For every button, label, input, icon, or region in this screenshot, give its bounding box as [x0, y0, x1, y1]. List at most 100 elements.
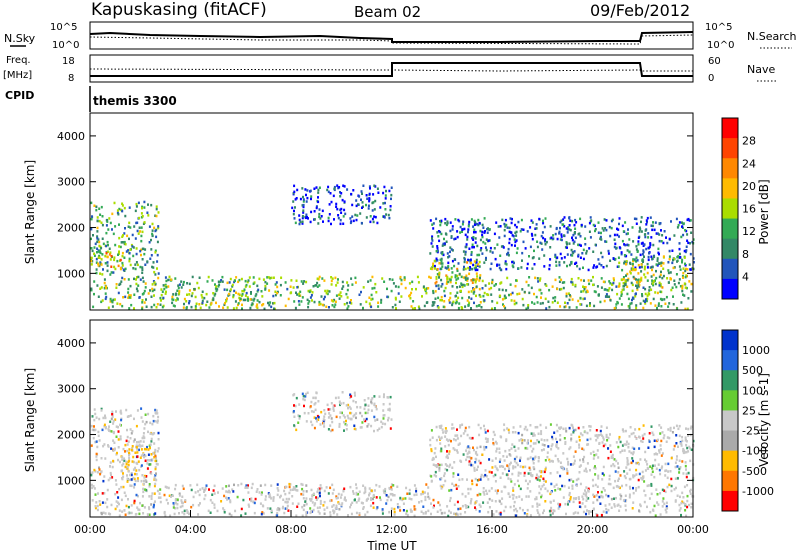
scatter-cell: [499, 282, 502, 285]
scatter-cell: [526, 262, 529, 266]
scatter-cell: [512, 426, 515, 429]
scatter-cell: [276, 291, 279, 295]
scatter-cell: [602, 229, 605, 232]
scatter-cell: [143, 455, 145, 459]
scatter-cell: [113, 256, 116, 259]
scatter-cell: [620, 294, 623, 297]
scatter-cell: [439, 484, 442, 488]
scatter-cell: [549, 513, 552, 517]
scatter-cell: [452, 300, 455, 304]
scatter-cell: [571, 238, 574, 242]
scatter-cell: [676, 260, 678, 263]
scatter-cell: [322, 220, 324, 223]
scatter-cell: [632, 275, 635, 279]
scatter-cell: [113, 201, 116, 205]
scatter-cell: [163, 493, 166, 497]
scatter-cell: [554, 489, 557, 492]
scatter-cell: [604, 227, 607, 230]
scatter-cell: [529, 226, 532, 229]
scatter-cell: [482, 487, 485, 490]
scatter-cell: [592, 250, 595, 253]
scatter-cell: [674, 500, 677, 503]
scatter-cell: [411, 288, 413, 291]
scatter-cell: [305, 420, 308, 423]
scatter-cell: [449, 499, 451, 503]
scatter-cell: [342, 490, 345, 493]
scatter-cell: [186, 293, 188, 296]
scatter-cell: [678, 242, 681, 245]
scatter-cell: [124, 295, 127, 299]
scatter-cell: [654, 282, 657, 286]
scatter-cell: [327, 492, 330, 495]
scatter-cell: [461, 504, 464, 508]
scatter-cell: [641, 470, 644, 474]
scatter-cell: [368, 192, 371, 196]
scatter-cell: [483, 231, 486, 234]
scatter-cell: [253, 297, 256, 301]
scatter-cell: [567, 500, 570, 504]
scatter-cell: [411, 307, 414, 310]
scatter-cell: [664, 508, 667, 512]
scatter-cell: [101, 428, 104, 432]
scatter-cell: [96, 445, 99, 449]
scatter-cell: [461, 285, 464, 289]
scatter-cell: [302, 203, 305, 207]
scatter-cell: [333, 187, 336, 191]
colorbar-swatch: [722, 490, 738, 512]
scatter-cell: [461, 228, 464, 231]
scatter-cell: [474, 281, 477, 284]
scatter-cell: [342, 215, 345, 218]
scatter-cell: [542, 221, 545, 225]
scatter-cell: [318, 275, 321, 279]
scatter-cell: [310, 488, 313, 492]
scatter-cell: [151, 222, 154, 226]
scatter-cell: [266, 282, 269, 285]
scatter-cell: [491, 466, 494, 469]
scatter-cell: [96, 284, 99, 287]
scatter-cell: [544, 487, 547, 490]
scatter-cell: [624, 429, 627, 433]
scatter-cell: [115, 425, 118, 428]
scatter-cell: [504, 225, 507, 228]
scatter-cell: [653, 453, 656, 456]
scatter-cell: [504, 449, 507, 453]
scatter-cell: [96, 219, 99, 223]
scatter-cell: [689, 268, 692, 271]
scatter-cell: [434, 290, 437, 293]
scatter-cell: [661, 500, 664, 503]
scatter-cell: [233, 483, 235, 487]
scatter-cell: [333, 185, 336, 189]
scatter-cell: [638, 280, 641, 283]
scatter-cell: [322, 418, 325, 421]
scatter-cell: [533, 434, 536, 437]
scatter-cell: [685, 274, 688, 277]
scatter-cell: [111, 413, 114, 416]
scatter-cell: [112, 449, 115, 452]
scatter-cell: [135, 205, 138, 208]
scatter-cell: [223, 509, 226, 512]
scatter-cell: [155, 462, 158, 466]
scatter-cell: [647, 446, 650, 449]
scatter-cell: [250, 499, 253, 503]
scatter-cell: [445, 455, 448, 459]
scatter-cell: [146, 445, 148, 449]
scatter-cell: [468, 268, 471, 271]
scatter-cell: [659, 297, 662, 301]
scatter-cell: [659, 432, 662, 435]
scatter-cell: [558, 280, 561, 283]
scatter-cell: [316, 277, 319, 280]
scatter-cell: [570, 248, 573, 252]
scatter-cell: [176, 506, 179, 510]
scatter-cell: [135, 473, 138, 476]
scatter-cell: [98, 219, 101, 223]
scatter-cell: [469, 502, 472, 505]
scatter-cell: [156, 421, 159, 424]
scatter-cell: [355, 491, 358, 495]
scatter-cell: [315, 206, 318, 210]
scatter-cell: [244, 512, 247, 515]
scatter-cell: [418, 307, 421, 310]
scatter-cell: [263, 307, 266, 311]
power-ylabel: Slant Range [km]: [23, 160, 37, 264]
scatter-cell: [492, 441, 495, 445]
scatter-cell: [664, 462, 667, 466]
